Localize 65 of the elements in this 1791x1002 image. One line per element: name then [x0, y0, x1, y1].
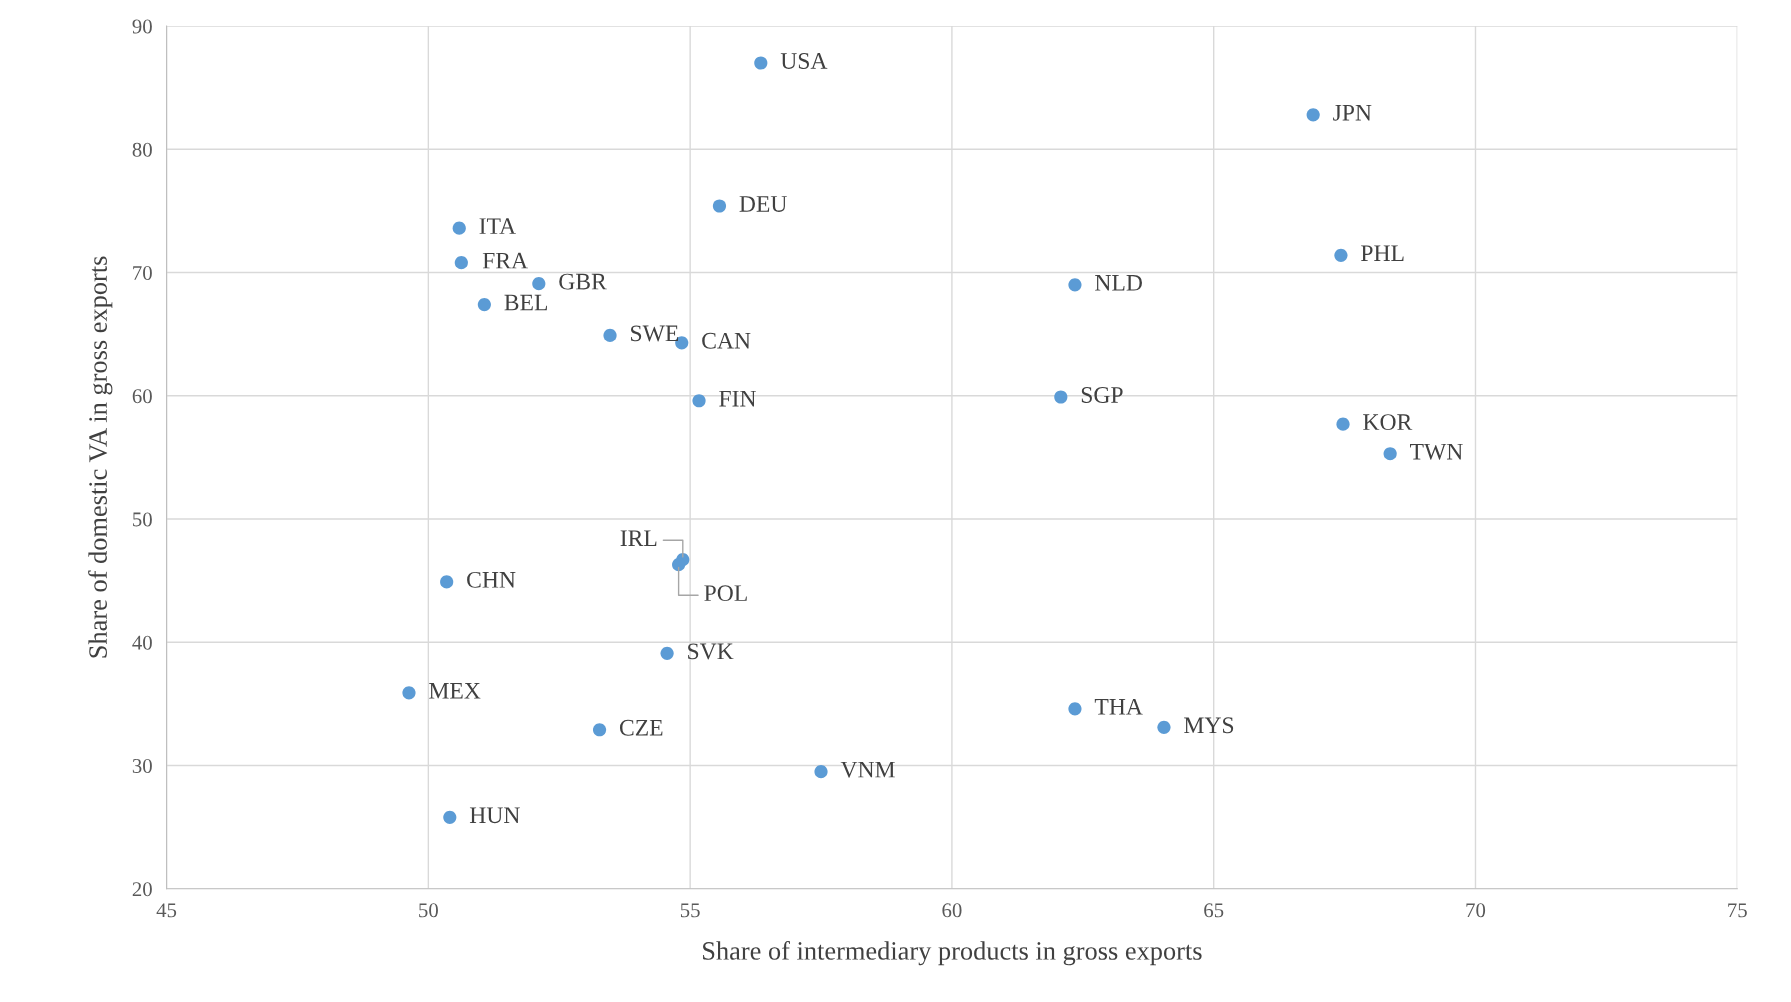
- point: [1306, 108, 1320, 122]
- y-tick-label: 40: [132, 635, 152, 650]
- point: [477, 298, 491, 312]
- x-tick-label: 75: [1728, 903, 1747, 918]
- point: [452, 221, 466, 235]
- point: [443, 810, 457, 824]
- x-tick-label: 50: [419, 903, 438, 918]
- annotation: MYS: [1184, 717, 1234, 734]
- annotation: THA: [1094, 698, 1143, 715]
- y-tick-label: 90: [132, 19, 152, 34]
- annotation: KOR: [1363, 414, 1413, 431]
- annotation: ITA: [479, 218, 516, 234]
- point: [402, 686, 416, 700]
- annotation: GBR: [559, 273, 607, 290]
- point: [660, 646, 674, 660]
- x-tick-label: 45: [156, 903, 177, 918]
- point: [692, 394, 706, 408]
- y-axis-title: Share of domestic VA in gross exports: [88, 256, 113, 658]
- y-tick-label: 50: [133, 512, 152, 527]
- annotation: NLD: [1095, 275, 1142, 291]
- point: [592, 723, 607, 737]
- annotation: JPN: [1333, 105, 1372, 121]
- annotation: FRA: [482, 252, 528, 269]
- point: [672, 558, 686, 572]
- y-tick-label: 70: [133, 265, 152, 280]
- point: [754, 56, 768, 70]
- point: [1068, 278, 1082, 292]
- annotation: HUN: [469, 807, 520, 824]
- x-tick-label: 65: [1204, 903, 1224, 918]
- point: [1336, 417, 1350, 431]
- annotation: BEL: [504, 294, 547, 311]
- point: [1334, 248, 1348, 262]
- point: [454, 256, 468, 270]
- point: [1068, 702, 1082, 716]
- x-tick-label: 60: [942, 903, 962, 918]
- annotation: TWN: [1410, 443, 1463, 460]
- point: [712, 199, 727, 213]
- annotation: CAN: [702, 332, 751, 349]
- annotation: VNM: [840, 761, 895, 778]
- point: [603, 328, 617, 342]
- x-axis-title: Share of intermediary products in gross exports: [703, 941, 1202, 966]
- x-tick-label: 70: [1466, 903, 1486, 918]
- annotation: POL: [704, 585, 747, 602]
- y-tick-label: 30: [132, 758, 152, 773]
- annotation: DEU: [739, 196, 787, 212]
- y-tick-label: 80: [132, 142, 152, 157]
- annotation: CHN: [467, 571, 516, 588]
- annotation: PHL: [1361, 245, 1404, 261]
- point: [1054, 390, 1068, 404]
- annotation: SGP: [1081, 387, 1123, 403]
- y-tick-label: 60: [132, 389, 152, 404]
- point: [814, 765, 828, 779]
- point: [532, 277, 546, 291]
- point: [440, 575, 454, 589]
- annotation: SWE: [631, 325, 679, 342]
- annotation: IRL: [620, 530, 657, 546]
- annotation: USA: [780, 53, 828, 69]
- annotation: FIN: [719, 390, 756, 407]
- annotation: MEX: [429, 683, 481, 699]
- point: [1383, 447, 1397, 461]
- annotation: CZE: [619, 719, 663, 736]
- x-tick-label: 55: [680, 903, 700, 918]
- point: [1157, 720, 1171, 734]
- y-tick-label: 20: [132, 882, 152, 897]
- annotation: SVK: [688, 643, 734, 660]
